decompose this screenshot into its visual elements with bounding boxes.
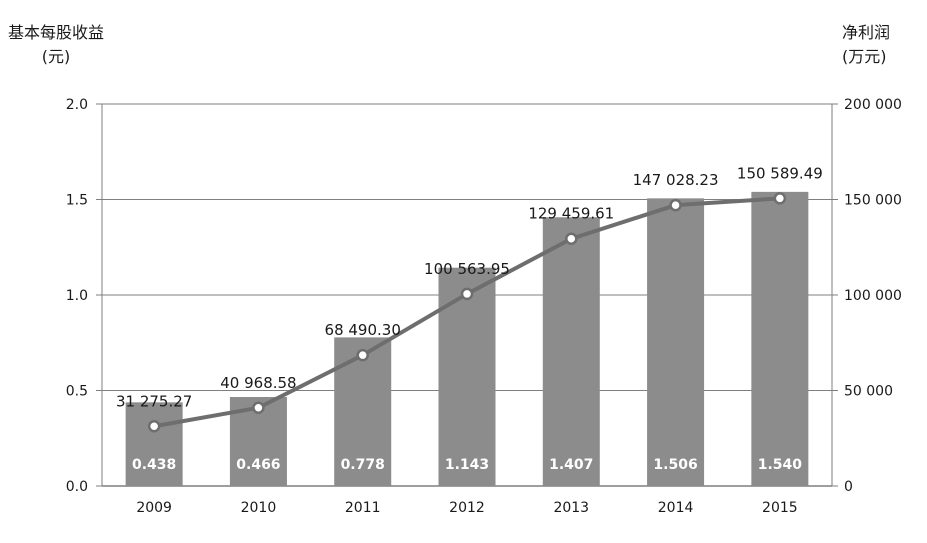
x-tick-label: 2010 bbox=[241, 500, 277, 516]
line-layer bbox=[147, 192, 787, 433]
line-value-label: 40 968.58 bbox=[220, 374, 296, 392]
bar-value-label: 1.540 bbox=[758, 457, 803, 473]
bar-value-label: 0.778 bbox=[341, 457, 385, 473]
label-layer: 0.0 0 0.5 50 000 1.0 100 000 1.5 150 000 2.0 200 … bbox=[66, 97, 902, 516]
bar bbox=[334, 337, 392, 486]
bar bbox=[542, 217, 600, 486]
left-tick-label: 0.5 bbox=[66, 384, 88, 400]
x-tick-label: 2015 bbox=[762, 500, 798, 516]
left-axis-title-line2: (元) bbox=[42, 47, 71, 66]
right-axis-title-line2: (万元) bbox=[842, 47, 887, 66]
line-value-label: 68 490.30 bbox=[325, 321, 401, 339]
x-tick-label: 2009 bbox=[136, 500, 172, 516]
right-tick-label: 150 000 bbox=[844, 193, 902, 209]
bar bbox=[438, 267, 496, 486]
bar bbox=[751, 191, 809, 487]
line-value-label: 31 275.27 bbox=[116, 392, 192, 410]
right-axis-title-line1: 净利润 bbox=[842, 23, 890, 42]
left-tick-label: 0.0 bbox=[66, 479, 88, 495]
line-value-label: 147 028.23 bbox=[633, 171, 719, 189]
bar-value-label: 1.506 bbox=[653, 457, 697, 473]
line-point bbox=[669, 198, 682, 212]
x-tick-label: 2014 bbox=[658, 500, 694, 516]
right-tick-label: 200 000 bbox=[844, 97, 902, 113]
line-point bbox=[773, 192, 787, 205]
bar-layer bbox=[125, 191, 809, 487]
bar bbox=[125, 402, 183, 486]
bar-value-label: 0.438 bbox=[132, 457, 176, 473]
right-tick-label: 50 000 bbox=[844, 384, 893, 400]
left-tick-label: 2.0 bbox=[66, 97, 88, 113]
left-axis-title-line1: 基本每股收益 bbox=[8, 23, 104, 42]
bar bbox=[647, 198, 705, 486]
line-point bbox=[460, 287, 474, 301]
x-tick-label: 2011 bbox=[345, 500, 381, 516]
line-point bbox=[356, 348, 369, 362]
line-value-label: 129 459.61 bbox=[528, 205, 614, 223]
bar-value-label: 1.407 bbox=[549, 457, 593, 473]
line-point bbox=[565, 232, 578, 245]
line-value-label: 100 563.95 bbox=[424, 260, 510, 278]
line-point bbox=[147, 420, 161, 433]
right-tick-label: 0 bbox=[844, 479, 853, 495]
x-tick-label: 2012 bbox=[449, 500, 485, 516]
left-tick-label: 1.0 bbox=[66, 288, 88, 304]
right-tick-label: 100 000 bbox=[844, 288, 902, 304]
x-tick-label: 2013 bbox=[553, 500, 589, 516]
bar-value-label: 0.466 bbox=[236, 457, 280, 473]
bar-value-label: 1.143 bbox=[445, 457, 489, 473]
line-point bbox=[252, 401, 265, 414]
left-tick-label: 1.5 bbox=[66, 193, 88, 209]
line-value-label: 150 589.49 bbox=[737, 164, 823, 182]
